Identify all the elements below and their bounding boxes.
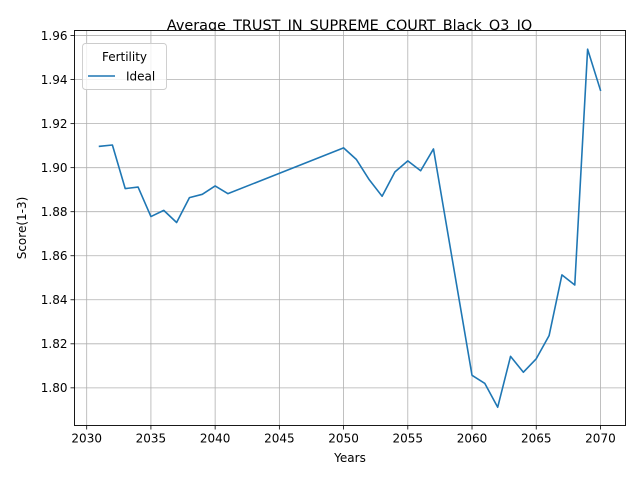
series-layer (98, 48, 602, 409)
x-gridlines (86, 30, 601, 426)
x-tick-label: 2065 (521, 432, 552, 446)
y-tick-label: 1.86 (41, 249, 68, 263)
plot-frame (74, 30, 626, 426)
plot-area (74, 30, 626, 426)
y-tick-label: 1.94 (41, 73, 68, 87)
legend-label-ideal: Ideal (126, 70, 155, 84)
x-axis-label: Years (333, 451, 366, 465)
y-tick-label: 1.92 (41, 117, 68, 131)
y-tick-label: 1.80 (41, 381, 68, 395)
x-tick-label: 2060 (457, 432, 488, 446)
y-tick-label: 1.88 (41, 205, 68, 219)
x-tick-label: 2070 (585, 432, 616, 446)
legend-box (82, 43, 167, 90)
x-tick-label: 2045 (264, 432, 295, 446)
x-tick-label: 2035 (136, 432, 167, 446)
x-tick-label: 2050 (328, 432, 359, 446)
y-tick-label: 1.90 (41, 161, 68, 175)
y-axis-label: Score(1-3) (15, 197, 29, 260)
series-line-ideal (98, 48, 602, 409)
y-tick-label: 1.84 (41, 293, 68, 307)
y-gridlines (74, 35, 626, 389)
legend-title: Fertility (102, 50, 147, 64)
y-axis-ticks: 1.80 1.82 1.84 1.86 1.88 1.90 1.92 1.94 1.96 (41, 29, 75, 395)
chart-title: Average_TRUST_IN_SUPREME_COURT_Black_Q3_… (167, 18, 532, 34)
x-axis-ticks: 2030 2035 2040 2045 2050 2055 2060 2065 2070 (71, 425, 616, 446)
legend: Fertility Ideal (82, 43, 167, 90)
x-tick-label: 2030 (71, 432, 102, 446)
y-tick-label: 1.82 (41, 337, 68, 351)
x-tick-label: 2055 (393, 432, 424, 446)
x-tick-label: 2040 (200, 432, 231, 446)
y-tick-label: 1.96 (41, 29, 68, 43)
